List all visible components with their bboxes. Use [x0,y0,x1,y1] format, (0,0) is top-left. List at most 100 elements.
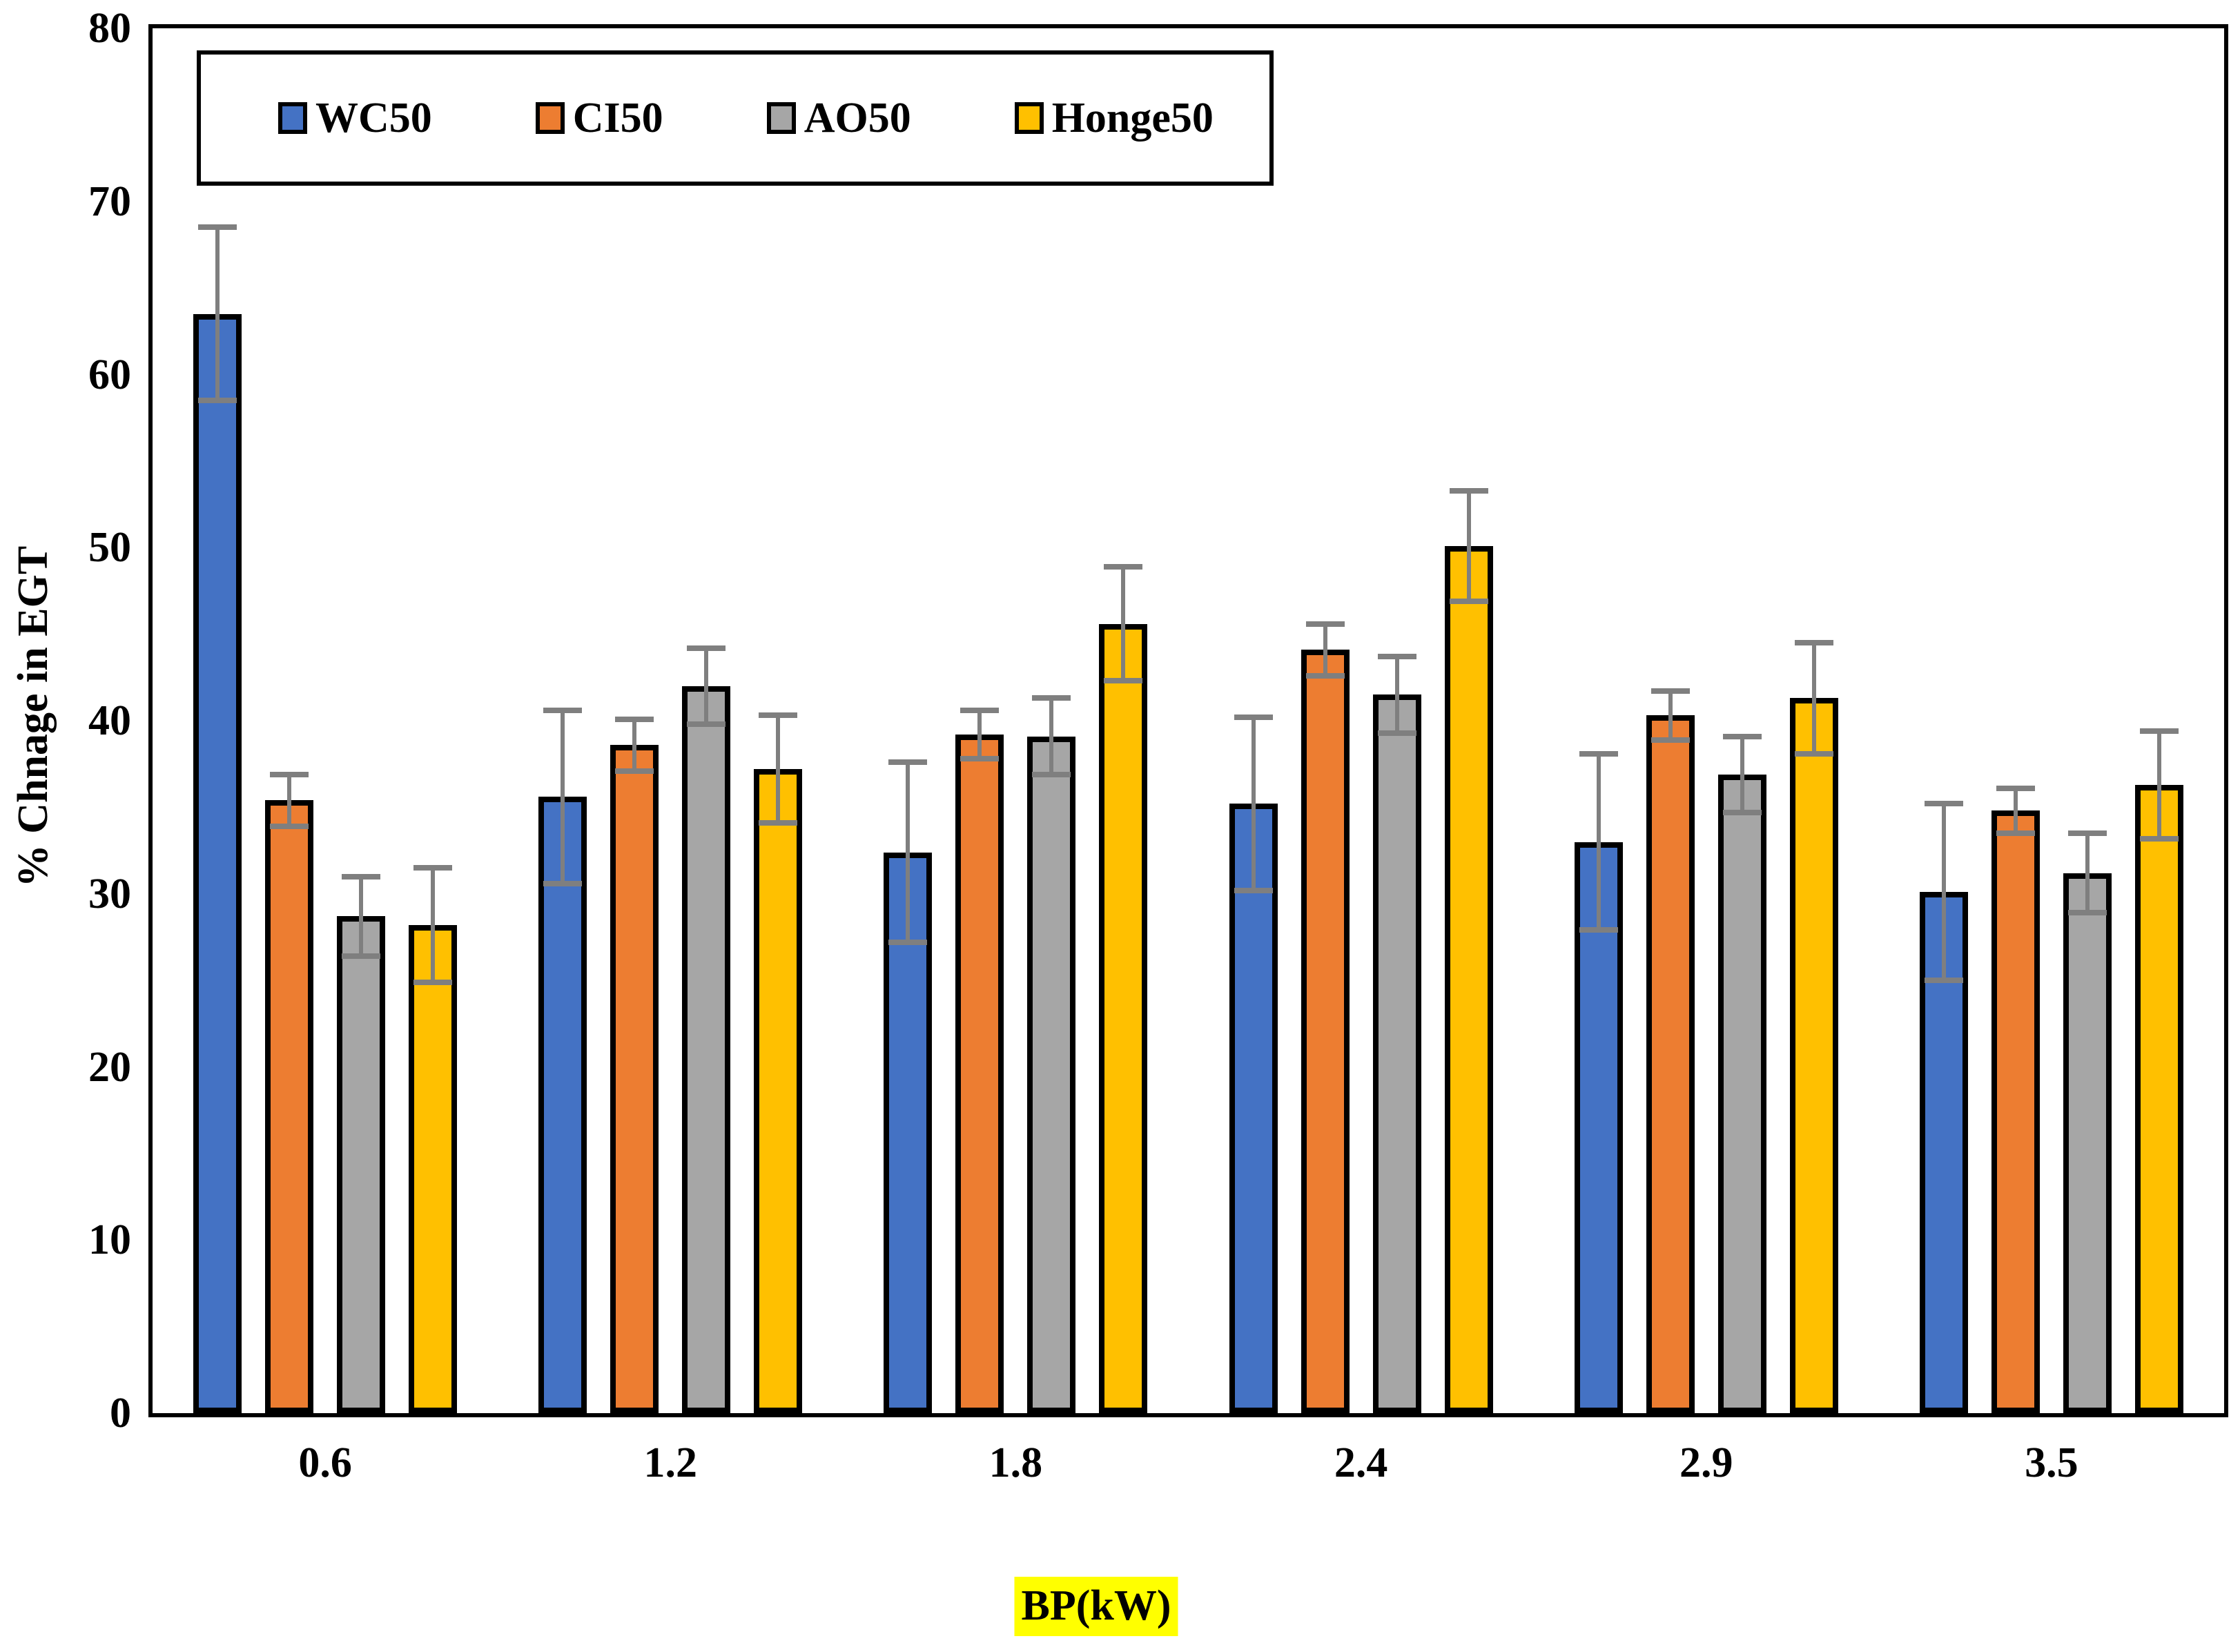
error-bar-cap-top [888,759,928,766]
error-bar-line [2013,788,2018,833]
legend-swatch-icon [1014,102,1044,134]
error-bar-cap-bottom [960,756,1000,762]
legend-label: AO50 [804,95,911,142]
error-bar-cap-bottom [1032,771,1071,777]
error-bar-cap-top [413,865,453,871]
legend-item-honge50: Honge50 [1014,95,1214,142]
bar-ao50-1.2 [682,686,731,1413]
error-bar-cap-top [198,224,237,231]
error-bar-cap-top [1579,750,1618,757]
error-bar-cap-top [1722,733,1762,739]
error-bar-cap-bottom [342,953,381,960]
y-tick-label: 30 [88,870,131,917]
bar-ao50-2.4 [1372,694,1421,1413]
error-bar-line [776,715,781,823]
error-bar-cap-bottom [1722,809,1762,815]
error-bar-line [704,648,709,725]
error-bar-cap-bottom [888,939,928,945]
legend-item-wc50: WC50 [278,97,432,139]
error-bar-line [1121,566,1126,681]
error-bar-cap-bottom [1996,830,2035,836]
error-bar-cap-bottom [759,819,798,826]
error-bar-line [2085,833,2090,913]
bar-ao50-1.8 [1027,736,1076,1413]
bar-wc50-2.4 [1229,804,1278,1413]
error-bar-cap-top [1032,695,1071,701]
error-bar-cap-top [960,707,1000,713]
bar-honge50-1.2 [754,769,803,1413]
x-tick-label: 3.5 [2025,1439,2078,1486]
error-bar-cap-bottom [1234,887,1273,893]
error-bar-line [1596,753,1601,931]
error-bar-cap-bottom [2067,910,2107,916]
error-bar-line [1049,698,1054,775]
error-bar-cap-bottom [687,721,726,728]
x-tick-label: 2.4 [1334,1439,1388,1486]
error-bar-cap-bottom [1579,927,1618,933]
x-tick-label: 1.8 [988,1439,1043,1486]
error-bar-line [977,710,982,759]
error-bar-cap-bottom [198,398,237,404]
error-bar-cap-top [1996,785,2035,791]
legend-swatch-icon [278,102,307,134]
error-bar-cap-bottom [1449,598,1488,604]
bar-honge50-2.4 [1444,545,1493,1413]
error-bar-cap-bottom [1924,978,1963,984]
y-tick-label: 40 [88,697,131,744]
error-bar-cap-bottom [1794,750,1833,757]
error-bar-cap-top [1305,621,1345,627]
error-bar-line [215,227,220,401]
error-bar-line [632,719,637,771]
error-bar-line [1394,657,1399,733]
legend-swatch-icon [535,102,565,134]
bar-honge50-2.9 [1789,698,1838,1413]
y-tick-label: 10 [88,1216,131,1264]
x-axis-title: BP(kW) [1014,1577,1178,1636]
error-bar-cap-top [1650,688,1690,694]
error-bar-cap-top [2067,830,2107,836]
error-bar-line [287,774,292,826]
error-bar-cap-bottom [1305,672,1345,679]
bar-ci50-2.9 [1646,715,1695,1413]
bar-ci50-2.4 [1301,650,1350,1413]
bar-ao50-3.5 [2063,873,2112,1413]
bar-honge50-1.8 [1099,623,1148,1413]
error-bar-cap-top [1449,487,1488,494]
bar-ao50-2.9 [1717,774,1766,1413]
bar-honge50-0.6 [409,924,458,1413]
error-bar-line [906,762,910,942]
error-bar-line [561,710,565,884]
error-bar-cap-bottom [615,768,654,774]
y-tick-label: 20 [88,1043,131,1091]
error-bar-line [431,868,436,982]
error-bar-cap-top [1234,715,1273,720]
error-bar-cap-top [270,771,309,777]
error-bar-line [2156,731,2161,839]
legend-label: Honge50 [1051,95,1214,142]
error-bar-cap-top [2139,728,2179,735]
error-bar-cap-bottom [2139,835,2179,842]
bar-ci50-1.2 [610,745,659,1413]
error-bar-line [1811,643,1816,754]
legend: WC50 CI50 AO50 Honge50 [197,50,1274,186]
error-bar-cap-top [342,873,381,880]
error-bar-cap-top [615,716,654,722]
bar-wc50-1.2 [538,797,587,1413]
error-bar-line [1466,490,1471,601]
error-bar-line [1740,736,1744,813]
legend-item-ci50: CI50 [535,97,663,139]
error-bar-cap-top [543,707,583,713]
error-bar-cap-bottom [270,823,309,829]
bar-ci50-3.5 [1991,810,2040,1413]
error-bar-cap-bottom [413,979,453,985]
y-tick-label: 0 [110,1390,131,1437]
error-bar-cap-bottom [543,880,583,886]
y-tick-label: 80 [88,5,131,52]
error-bar-line [359,876,364,957]
error-bar-line [1251,717,1256,891]
error-bar-cap-top [759,712,798,719]
bar-ao50-0.6 [337,916,386,1413]
plot-area: WC50 CI50 AO50 Honge50 [148,24,2228,1417]
error-bar-cap-top [1377,654,1416,660]
